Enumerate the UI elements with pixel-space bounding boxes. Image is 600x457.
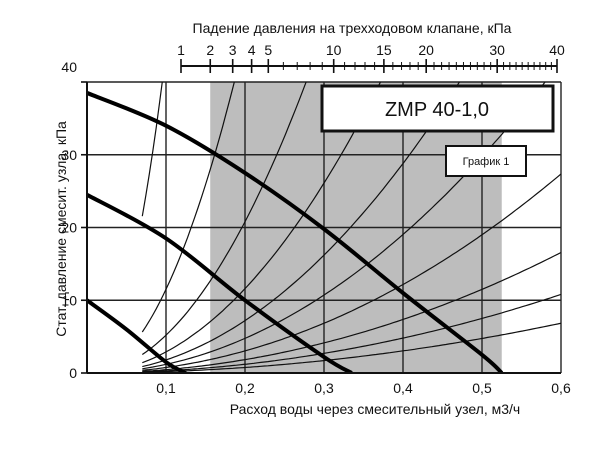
pump-curve (87, 298, 187, 373)
y-tick-label: 10 (61, 292, 77, 308)
y-tick-label: 40 (61, 59, 77, 75)
tick-labels-layer: 0,1 0,2 0,3 0,4 0,5 0,6 0 10 20 30 40 (61, 59, 571, 396)
x-tick-label: 0,5 (472, 380, 492, 396)
plot-frame-layer (81, 81, 561, 374)
top-axis-tick-label: 3 (229, 42, 237, 58)
pump-curves-layer (87, 91, 504, 373)
top-axis-tick-label: 2 (206, 42, 214, 58)
chart-label-box (445, 145, 527, 177)
top-axis-tick-label: 5 (264, 42, 272, 58)
pump-curve (87, 91, 504, 373)
top-axis-tick-label: 30 (489, 42, 505, 58)
x-tick-label: 0,6 (551, 380, 571, 396)
x-tick-label: 0,1 (156, 380, 176, 396)
top-axis-title: Падение давления на трехходовом клапане,… (193, 20, 512, 36)
chart-label: График 1 (463, 156, 510, 168)
resistance-curve (141, 82, 307, 355)
resistance-curve (142, 173, 561, 371)
y-tick-label: 30 (61, 147, 77, 163)
resistance-curve (142, 293, 561, 373)
top-axis-layer: 1 2 3 4 5 10 15 20 30 40 (177, 42, 565, 73)
pump-curve (87, 193, 353, 373)
resistance-curve (141, 82, 235, 333)
resistance-curve (141, 82, 163, 217)
model-label-box (320, 84, 555, 133)
resistance-curve (142, 251, 561, 372)
y-axis-title: Стат. давление смесит. узла, кПа (53, 121, 69, 337)
model-label: ZMP 40-1,0 (385, 99, 489, 121)
top-axis-tick-label: 1 (177, 42, 185, 58)
y-tick-label: 20 (61, 220, 77, 236)
top-axis-tick-label: 10 (326, 42, 342, 58)
top-axis-tick-label: 15 (376, 42, 392, 58)
resistance-curve (142, 322, 561, 373)
y-tick-label: 0 (69, 365, 77, 381)
top-axis-tick-label: 4 (248, 42, 256, 58)
top-axis-tick-label: 20 (418, 42, 434, 58)
x-tick-label: 0,2 (235, 380, 255, 396)
x-tick-label: 0,4 (393, 380, 413, 396)
x-axis-title: Расход воды через смесительный узел, м3/… (230, 401, 520, 417)
x-tick-label: 0,3 (314, 380, 334, 396)
top-axis-tick-label: 40 (549, 42, 565, 58)
